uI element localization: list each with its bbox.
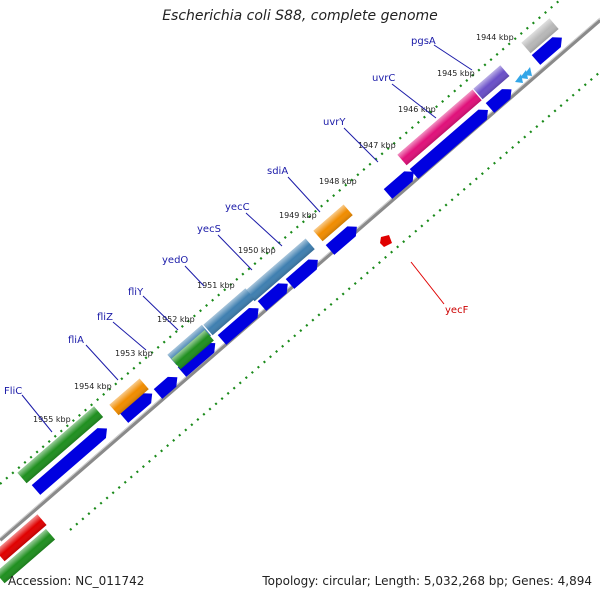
gene-arrow [285,259,318,289]
small-feature-markers [515,67,532,83]
gene-label-fliA: fliA [68,335,84,346]
gene-label-uvrC: uvrC [372,73,395,84]
gene-arrow [325,226,357,255]
gene-label-pgsA: pgsA [411,36,436,47]
gene-label-fliZ: fliZ [97,312,113,323]
accession-label: Accession: NC_011742 [8,574,145,588]
gene-arrow [177,342,216,377]
gene-bar-shine [313,204,353,242]
gene-label-FliC: FliC [4,386,22,397]
gene-bar-shine [0,514,47,562]
gene-names: pgsA uvrC uvrY sdiA yecC yecS yedO fliY … [4,36,469,397]
kbp-labels: 1944 kbp 1945 kbp 1946 kbp 1947 kbp 1948… [33,33,514,424]
gene-bar-shine [397,89,482,166]
forward-strand-genes [0,18,559,584]
kbp-label: 1952 kbp [157,315,195,324]
gene-label-yecC: yecC [225,202,250,213]
gene-bar-shine [171,329,214,370]
kbp-label: 1951 kbp [197,281,235,290]
gene-bar-shine [521,18,559,54]
gene-bar-shine [473,65,510,100]
gene-label-uvrY: uvrY [323,117,346,128]
gene-bar-shine [245,238,315,302]
outer-tick-ring [0,0,561,485]
kbp-label: 1949 kbp [279,211,317,220]
kbp-label: 1955 kbp [33,415,71,424]
gene-arrow [531,37,562,65]
gene-arrow [409,109,488,179]
genome-title: Escherichia coli S88, complete genome [162,8,438,24]
topology-summary: Topology: circular; Length: 5,032,268 bp… [262,574,592,588]
kbp-label: 1954 kbp [74,382,112,391]
gene-label-yecS: yecS [197,224,221,235]
gene-bar-shine [17,406,104,484]
reverse-strand-genes [31,37,562,495]
kbp-label: 1946 kbp [398,105,436,114]
kbp-label: 1944 kbp [476,33,514,42]
gene-label-yedO: yedO [162,255,188,266]
inner-tick-ring [69,71,600,531]
gene-arrow [31,428,107,495]
gene-bar-shine [109,378,149,416]
gene-label-fliY: fliY [128,287,144,298]
gene-arrow [383,171,414,199]
gene-label-sdiA: sdiA [267,166,288,177]
gene-arrow [257,283,288,311]
yecF-gene [380,235,392,247]
gene-arrow [217,308,259,345]
kbp-label: 1948 kbp [319,177,357,186]
gene-arrow [153,376,178,399]
kbp-label: 1947 kbp [358,141,396,150]
gene-arrow [485,89,512,113]
gene-label-yecF: yecF [445,305,469,316]
gene-leader-lines [21,44,473,433]
gene-bar-shine [203,288,255,336]
footer: Accession: NC_011742 Topology: circular;… [0,574,600,594]
kbp-label: 1953 kbp [115,349,153,358]
kbp-label: 1950 kbp [238,246,276,255]
gene-arrow [119,393,153,423]
kbp-label: 1945 kbp [437,69,475,78]
gene-bar-shine [0,528,56,584]
